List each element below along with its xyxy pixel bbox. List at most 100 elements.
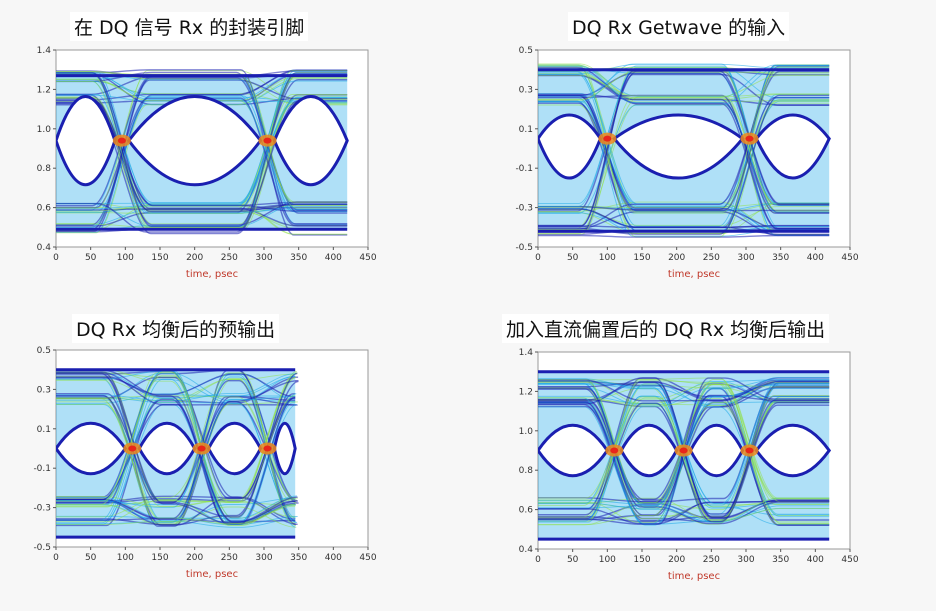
x-tick-label: 250	[221, 253, 238, 263]
x-tick-label: 150	[633, 253, 650, 263]
y-tick-label: 0.6	[37, 204, 52, 214]
eye-trace	[538, 377, 830, 523]
y-tick-label: 0.3	[519, 85, 533, 95]
eye-trace	[538, 208, 830, 235]
crossing-hotspot-core	[679, 447, 688, 454]
x-tick-label: 250	[703, 555, 720, 565]
eye-trace	[56, 99, 348, 212]
y-tick-label: 0.1	[37, 425, 51, 435]
crossing-hotspot-core	[603, 135, 612, 142]
x-tick-label: 100	[599, 555, 616, 565]
eye-trace	[538, 97, 830, 211]
eye-trace	[56, 369, 298, 523]
x-axis-label: time, psec	[668, 269, 720, 280]
x-tick-label: 0	[535, 555, 541, 565]
crossing-hotspot-core	[128, 445, 137, 452]
eye-opening	[272, 422, 297, 475]
x-tick-label: 450	[841, 555, 858, 565]
x-tick-label: 400	[807, 253, 824, 263]
x-tick-label: 250	[703, 253, 720, 263]
eye-opening	[754, 423, 832, 478]
x-tick-label: 450	[359, 253, 376, 263]
eye-trace	[56, 371, 299, 524]
y-tick-label: 0.5	[519, 46, 533, 56]
crossing-hotspot-core	[745, 447, 754, 454]
eye-trace	[538, 69, 830, 232]
crossing-hotspot-core	[610, 447, 619, 454]
x-tick-label: 50	[85, 553, 97, 563]
eye-opening	[754, 113, 831, 180]
y-tick-label: 1.4	[37, 46, 52, 56]
panel-title-1: 在 DQ 信号 Rx 的封装引脚	[70, 12, 309, 41]
eye-trace-group	[538, 63, 831, 238]
eye-diagram-chart-1: 0 50 100 150 200 250 300 350 400 450 0.4 0.6 0.8 1.0 1…	[37, 46, 377, 280]
eye-trace	[56, 73, 348, 209]
eye-trace	[538, 102, 830, 212]
eye-diagram-chart-2: 0 50 100 150 200 250 300 350 400 450 -0.5 -0.3 -0.1 0…	[515, 46, 858, 280]
eye-trace-group	[56, 69, 349, 236]
eye-diagram-chart-3: 0 50 100 150 200 250 300 350 400 450 -0.5 -0.3 -0.1 0…	[33, 346, 376, 580]
crossing-hotspot-core	[263, 137, 272, 144]
eye-trace	[56, 373, 296, 398]
x-tick-label: 150	[633, 555, 650, 565]
eye-trace	[538, 497, 830, 523]
crossing-hotspot-core	[745, 135, 754, 142]
eye-trace	[56, 94, 348, 212]
eye-opening	[272, 95, 349, 186]
y-tick-label: 0.6	[519, 506, 534, 516]
x-tick-label: 50	[567, 253, 579, 263]
x-tick-label: 300	[255, 553, 272, 563]
eye-trace-group	[56, 368, 299, 539]
x-tick-label: 0	[53, 253, 59, 263]
y-tick-label: 0.4	[37, 243, 52, 253]
eye-trace	[538, 74, 830, 205]
eye-trace	[538, 379, 830, 526]
eye-trace	[56, 506, 297, 528]
eye-trace	[538, 380, 830, 505]
eye-trace	[56, 80, 348, 212]
eye-diagram-chart-4: 0 50 100 150 200 250 300 350 400 450 0.4 0.6 0.8 1.0 1…	[519, 348, 859, 582]
eye-diagram-panel-1: 0 50 100 150 200 250 300 350 400 450 0.4 0.6 0.8 1.0 1…	[22, 40, 382, 298]
crossing-hotspot-core	[263, 445, 272, 452]
eye-diagram-panel-4: 0 50 100 150 200 250 300 350 400 450 0.4 0.6 0.8 1.0 1…	[500, 340, 862, 600]
y-tick-label: -0.3	[515, 204, 533, 214]
eye-trace	[538, 63, 830, 206]
eye-trace	[538, 102, 830, 209]
x-tick-label: 100	[599, 253, 616, 263]
x-tick-label: 0	[535, 253, 541, 263]
eye-trace	[56, 93, 348, 214]
x-tick-label: 200	[186, 253, 203, 263]
crossing-hotspot-core	[197, 445, 206, 452]
y-tick-label: 0.5	[37, 346, 51, 356]
crossing-hotspot-core	[117, 137, 126, 144]
eye-trace	[538, 381, 830, 500]
panel-title-2: DQ Rx Getwave 的输入	[568, 12, 790, 41]
x-tick-label: 400	[325, 253, 342, 263]
eye-trace	[56, 79, 348, 232]
y-tick-label: 0.3	[37, 385, 51, 395]
x-tick-label: 200	[186, 553, 203, 563]
panel-title-3: DQ Rx 均衡后的预输出	[72, 314, 280, 343]
eye-trace	[538, 379, 830, 504]
x-tick-label: 200	[668, 253, 685, 263]
eye-trace	[538, 66, 830, 236]
eye-trace	[538, 379, 830, 406]
y-tick-label: 1.2	[519, 387, 533, 397]
eye-trace	[56, 495, 298, 519]
eye-trace-group	[538, 370, 832, 541]
x-tick-label: 400	[807, 555, 824, 565]
y-tick-label: 0.8	[519, 466, 534, 476]
eye-trace	[538, 70, 830, 103]
eye-trace	[56, 372, 297, 507]
x-tick-label: 250	[221, 553, 238, 563]
eye-trace	[538, 70, 830, 212]
x-tick-label: 300	[255, 253, 272, 263]
eye-trace	[56, 374, 296, 519]
x-axis-label: time, psec	[186, 269, 238, 280]
x-tick-label: 100	[117, 253, 134, 263]
eye-trace	[538, 66, 830, 230]
eye-trace	[56, 72, 348, 227]
x-tick-label: 400	[325, 553, 342, 563]
x-axis-label: time, psec	[186, 569, 238, 580]
x-tick-label: 100	[117, 553, 134, 563]
